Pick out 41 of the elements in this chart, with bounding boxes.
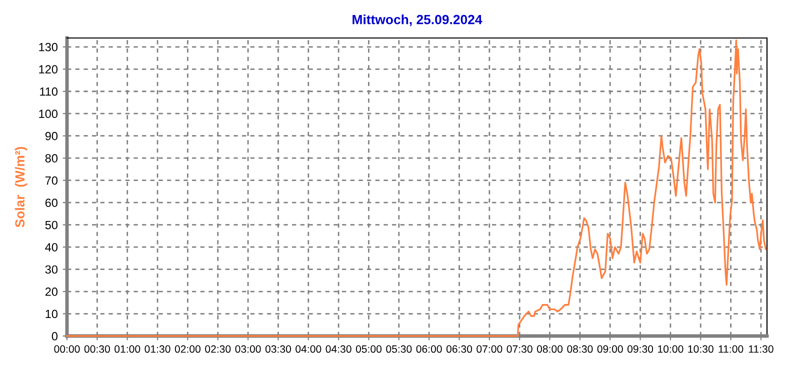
x-tick-label: 08:00 — [536, 345, 563, 353]
x-tick-label: 05:30 — [386, 345, 412, 353]
x-tick-label: 07:00 — [476, 345, 502, 353]
x-tick-label: 11:30 — [748, 345, 774, 353]
x-tick-label: 01:30 — [144, 345, 170, 353]
y-tick-label: 70 — [45, 176, 58, 185]
x-tick-label: 03:30 — [265, 345, 292, 353]
x-tick-label: 11:00 — [718, 345, 744, 353]
y-tick-label: 30 — [45, 265, 58, 274]
y-tick-label: 90 — [45, 132, 58, 140]
y-tick-label: 120 — [39, 65, 58, 74]
x-tick-label: 06:00 — [416, 345, 442, 353]
y-tick-label: 130 — [39, 42, 58, 52]
x-tick-label: 09:30 — [627, 345, 654, 353]
x-tick-label: 06:30 — [446, 345, 472, 353]
y-tick-label: 10 — [46, 310, 58, 318]
y-axis-title: Solar (W/m²) — [14, 146, 28, 228]
y-tick-label: 80 — [45, 154, 58, 162]
y-tick-label: 60 — [45, 198, 58, 207]
x-tick-label: 10:00 — [658, 345, 684, 353]
x-tick-label: 05:00 — [356, 345, 382, 353]
x-tick-label: 07:30 — [506, 345, 532, 353]
x-tick-label: 00:30 — [84, 345, 110, 353]
x-tick-label: 08:30 — [567, 345, 593, 353]
x-tick-label: 10:30 — [688, 345, 714, 353]
x-tick-label: 02:00 — [174, 345, 200, 353]
x-tick-label: 09:00 — [597, 345, 623, 353]
y-tick-label: 100 — [39, 110, 58, 118]
y-tick-label: 110 — [40, 87, 58, 96]
y-tick-label: 0 — [52, 332, 58, 340]
x-tick-label: 00:00 — [54, 345, 80, 353]
x-tick-label: 03:00 — [235, 345, 261, 353]
x-tick-label: 01:00 — [114, 345, 140, 353]
x-tick-label: 04:00 — [296, 345, 322, 353]
line-series — [66, 39, 767, 337]
y-tick-label: 40 — [45, 243, 58, 252]
y-tick-label: 50 — [45, 220, 58, 230]
y-tick-label: 20 — [45, 288, 58, 296]
x-tick-label: 04:30 — [326, 345, 352, 353]
chart-title: Mittwoch, 25.09.2024 — [352, 14, 482, 26]
x-tick-label: 02:30 — [205, 345, 231, 353]
